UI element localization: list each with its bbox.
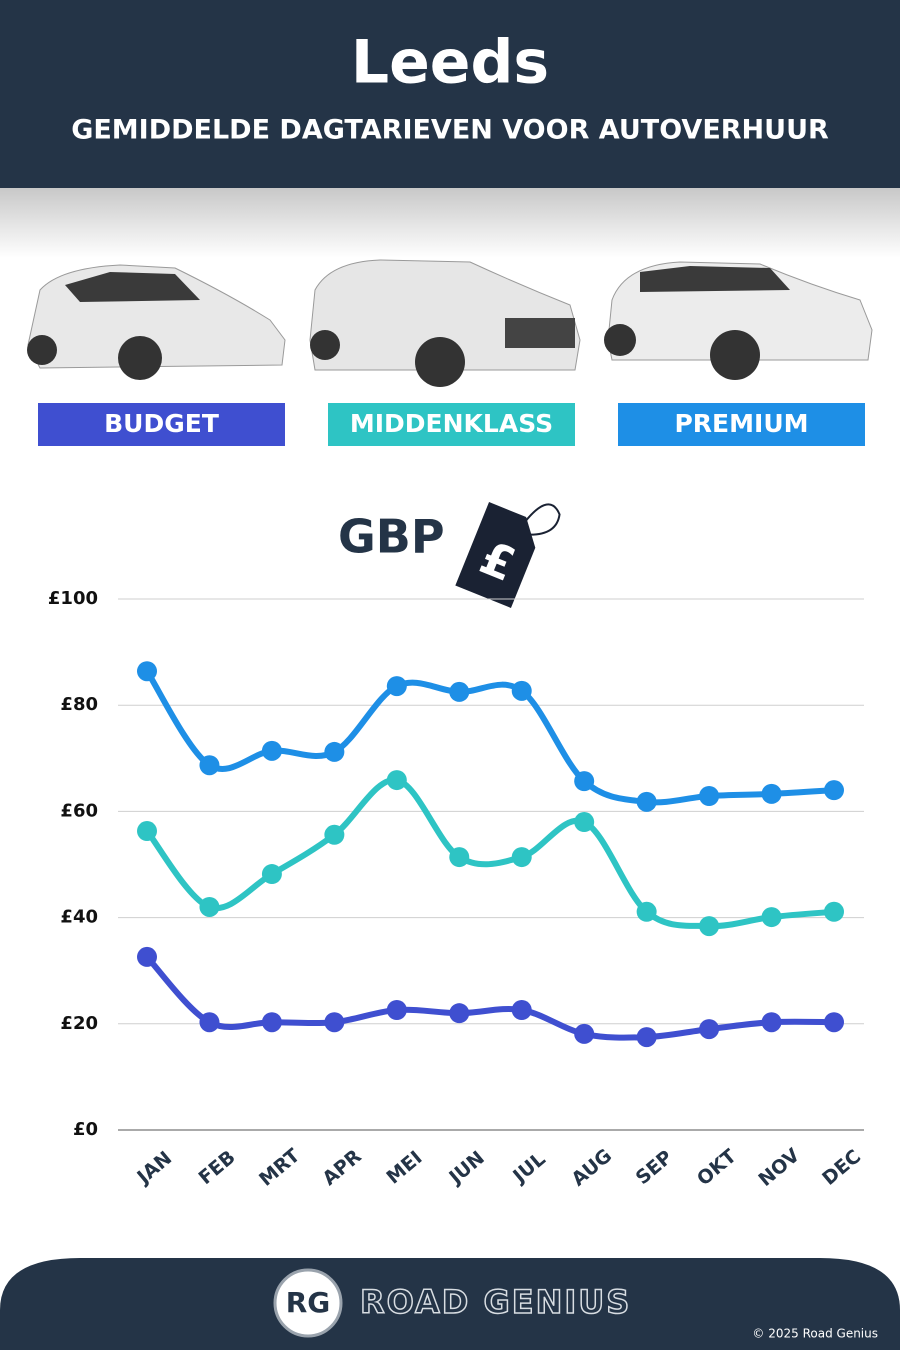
legend-swatch — [328, 403, 575, 446]
subtitle: GEMIDDELDE DAGTARIEVEN VOOR AUTOVERHUUR — [71, 115, 829, 146]
data-point — [699, 786, 720, 807]
legend-swatch — [38, 403, 285, 446]
legend: BUDGET MIDDENKLASS PREMIUM — [38, 403, 865, 446]
brand: ROAD GENIUS — [360, 1283, 631, 1321]
data-point — [199, 755, 220, 776]
copyright: © 2025 Road Genius — [752, 1327, 878, 1341]
data-point — [324, 824, 345, 845]
data-point — [824, 780, 844, 801]
data-point — [199, 1012, 220, 1033]
data-point — [574, 812, 595, 833]
y-tick-label: £60 — [60, 800, 98, 821]
data-point — [699, 916, 720, 937]
data-point — [761, 1012, 782, 1033]
logo-circle — [273, 1268, 343, 1338]
header-band — [0, 0, 900, 188]
data-point — [636, 901, 657, 922]
data-point — [824, 901, 844, 922]
data-point — [386, 770, 407, 791]
title: Leeds — [351, 28, 549, 98]
data-point — [137, 946, 157, 967]
car-premium — [604, 261, 873, 380]
logo-text: RG — [286, 1286, 331, 1319]
data-point — [324, 741, 345, 762]
y-tick-label: £20 — [60, 1013, 98, 1034]
legend-label: PREMIUM — [674, 409, 808, 438]
data-point — [324, 1012, 345, 1033]
legend-label: MIDDENKLASS — [350, 409, 553, 438]
header-shadow — [0, 188, 900, 258]
price-tag: £ — [455, 502, 561, 608]
data-point — [511, 680, 532, 701]
footer-band — [0, 1258, 900, 1350]
data-point — [699, 1019, 720, 1040]
data-point — [137, 661, 157, 682]
y-tick-label: £0 — [73, 1119, 98, 1140]
data-point — [511, 999, 532, 1020]
currency-label: GBP — [338, 510, 445, 564]
data-point — [386, 999, 407, 1020]
data-point — [449, 847, 470, 868]
data-point — [761, 783, 782, 804]
data-point — [386, 676, 407, 697]
data-point — [511, 847, 532, 868]
y-tick-label: £80 — [60, 694, 98, 715]
data-point — [449, 1003, 470, 1024]
data-point — [137, 821, 157, 842]
data-point — [636, 791, 657, 812]
data-point — [574, 1023, 595, 1044]
y-tick-label: £40 — [60, 907, 98, 928]
car-budget — [27, 264, 286, 380]
data-point — [824, 1012, 844, 1033]
data-point — [261, 1012, 282, 1033]
data-point — [761, 907, 782, 928]
data-point — [449, 681, 470, 702]
legend-label: BUDGET — [104, 409, 219, 438]
y-tick-label: £100 — [48, 588, 98, 609]
data-point — [199, 896, 220, 917]
data-point — [574, 771, 595, 792]
legend-swatch — [618, 403, 865, 446]
data-point — [636, 1027, 657, 1048]
data-point — [261, 864, 282, 885]
data-point — [261, 740, 282, 761]
car-midden — [309, 259, 581, 387]
